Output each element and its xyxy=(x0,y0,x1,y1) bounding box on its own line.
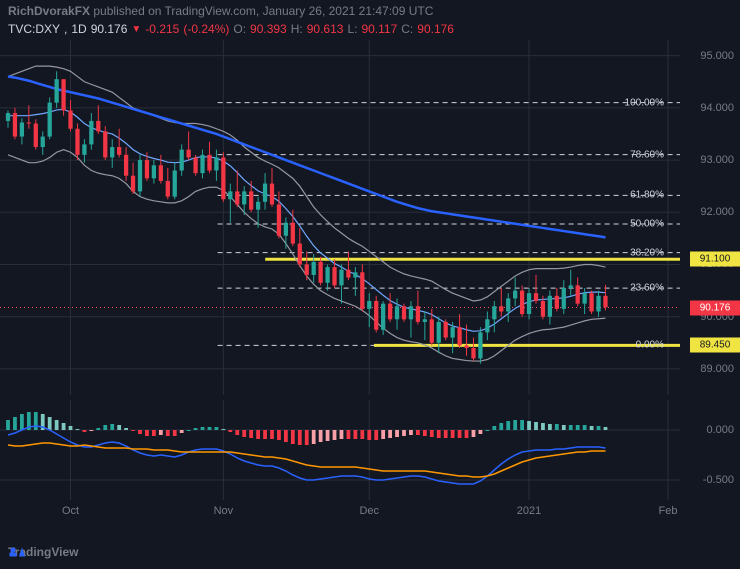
fib-level-label: 0.00% xyxy=(636,340,664,351)
h-label: H: xyxy=(291,22,303,36)
y-tick: 94.000 xyxy=(700,102,734,114)
c-val: 90.176 xyxy=(417,22,454,36)
sub-y-tick: 0.000 xyxy=(706,424,734,436)
fib-level-label: 38.20% xyxy=(630,247,664,258)
footer-brand: TradingView xyxy=(8,545,78,559)
price-axis[interactable]: 95.00094.00093.00092.00091.00090.00089.0… xyxy=(684,40,740,395)
last-price: 90.176 xyxy=(91,22,128,36)
macd-pane[interactable] xyxy=(0,400,680,500)
l-label: L: xyxy=(347,22,357,36)
price-badge: 89.450 xyxy=(690,338,740,353)
time-axis[interactable]: Oct Nov Dec 2021 Feb xyxy=(0,505,680,525)
author: RichDvorakFX xyxy=(8,4,90,18)
symbol-info-bar: TVC:DXY , 1D 90.176 ▼ -0.215 (-0.24%) O:… xyxy=(8,22,454,36)
price-badge: 90.176 xyxy=(690,300,740,315)
macd-axis[interactable]: 0.000 -0.500 xyxy=(684,400,740,500)
tradingview-logo-icon xyxy=(8,545,26,559)
x-tick: Oct xyxy=(62,505,79,517)
x-tick: Nov xyxy=(214,505,234,517)
change: -0.215 xyxy=(145,22,179,36)
publish-header: RichDvorakFX published on TradingView.co… xyxy=(8,4,433,18)
fib-level-label: 61.80% xyxy=(630,190,664,201)
y-tick: 92.000 xyxy=(700,206,734,218)
fib-level-label: 50.00% xyxy=(630,219,664,230)
change-pct: (-0.24%) xyxy=(183,22,229,36)
publish-text: published on TradingView.com, January 26… xyxy=(93,4,433,18)
y-tick: 95.000 xyxy=(700,50,734,62)
chart-container: RichDvorakFX published on TradingView.co… xyxy=(0,0,740,569)
price-badge: 91.100 xyxy=(690,252,740,267)
x-tick: Dec xyxy=(359,505,379,517)
ticker: TVC:DXY xyxy=(8,22,60,36)
y-tick: 93.000 xyxy=(700,154,734,166)
h-val: 90.613 xyxy=(307,22,344,36)
fib-level-label: 78.60% xyxy=(630,149,664,160)
timeframe: 1D xyxy=(71,22,86,36)
y-tick: 89.000 xyxy=(700,363,734,375)
sub-y-tick: -0.500 xyxy=(703,474,734,486)
o-label: O: xyxy=(233,22,246,36)
o-val: 90.393 xyxy=(250,22,287,36)
l-val: 90.117 xyxy=(361,22,397,36)
main-price-pane[interactable]: 100.00% 78.60% 61.80% 50.00% 38.20% 23.60% 0.0… xyxy=(0,40,680,395)
fib-level-label: 100.00% xyxy=(625,97,664,108)
fib-level-label: 23.60% xyxy=(630,283,664,294)
arrow-down-icon: ▼ xyxy=(131,24,141,35)
x-tick: 2021 xyxy=(517,505,541,517)
c-label: C: xyxy=(401,22,413,36)
x-tick: Feb xyxy=(659,505,678,517)
